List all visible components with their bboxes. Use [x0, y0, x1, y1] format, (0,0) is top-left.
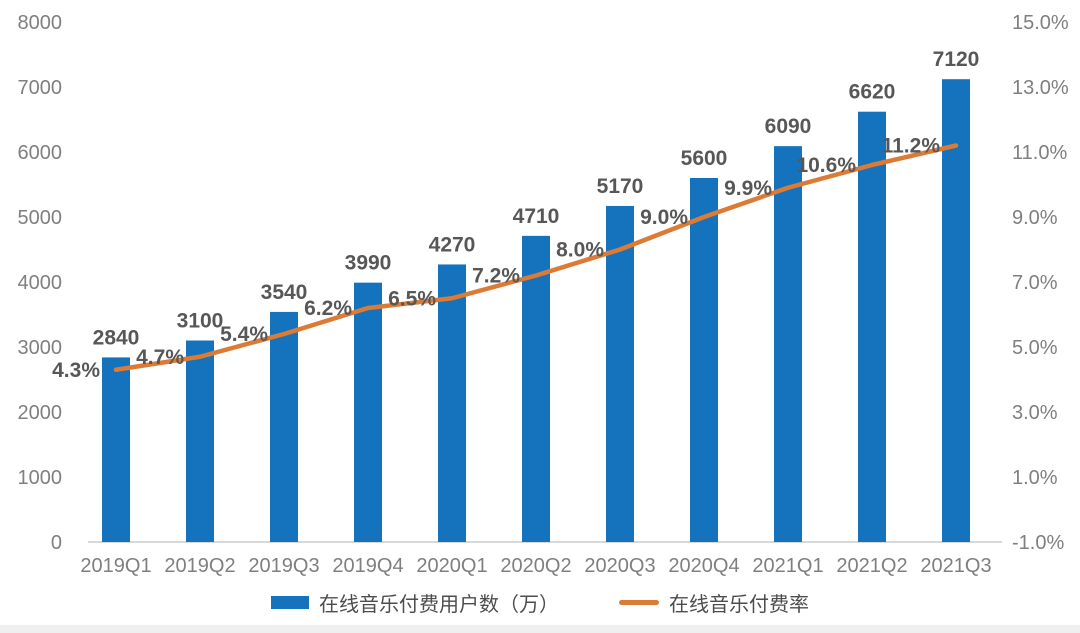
rate-value-label: 6.5% [388, 287, 436, 310]
left-axis-tick: 3000 [18, 337, 63, 359]
bar-value-label: 4270 [429, 233, 476, 256]
rate-line [113, 143, 959, 372]
bar-value-label: 3100 [177, 310, 224, 333]
legend-item-paying-users: 在线音乐付费用户数（万） [271, 588, 559, 617]
right-axis-tick: 9.0% [1012, 207, 1058, 229]
rate-value-label: 4.3% [52, 359, 100, 382]
bar-value-label: 6090 [765, 115, 812, 138]
left-axis-tick: 1000 [18, 467, 63, 489]
rate-value-label: 6.2% [304, 297, 352, 320]
left-axis-tick: 0 [51, 532, 62, 554]
x-axis-label: 2019Q3 [248, 555, 319, 577]
x-axis-label: 2020Q3 [584, 555, 655, 577]
x-axis-label: 2020Q4 [668, 555, 739, 577]
line-series-swatch [619, 600, 659, 605]
bar [102, 357, 130, 542]
left-axis-tick: 2000 [18, 402, 63, 424]
bar-value-label: 3990 [345, 252, 392, 275]
rate-value-label: 10.6% [796, 154, 856, 177]
bar [942, 79, 970, 542]
rate-value-label: 11.2% [882, 135, 941, 158]
right-axis-tick: 7.0% [1012, 272, 1058, 294]
rate-value-label: 7.2% [472, 265, 520, 288]
bar [858, 111, 886, 542]
right-axis-tick: 1.0% [1012, 467, 1058, 489]
rate-value-label: 5.4% [220, 323, 268, 346]
right-axis-tick: 11.0% [1012, 142, 1067, 164]
rate-value-label: 8.0% [556, 239, 604, 262]
bar-value-label: 7120 [933, 48, 980, 71]
rate-value-label: 9.9% [724, 177, 772, 200]
bar-value-label: 2840 [93, 326, 140, 349]
bar [354, 282, 382, 542]
legend-item-paying-rate: 在线音乐付费率 [619, 588, 809, 617]
x-axis-label: 2020Q1 [416, 555, 487, 577]
rate-value-label: 4.7% [136, 346, 184, 369]
rate-value-label: 9.0% [640, 206, 688, 229]
bottom-edge-strip [0, 625, 1080, 633]
x-axis-label: 2021Q2 [836, 555, 907, 577]
left-axis-tick: 5000 [18, 207, 63, 229]
left-axis-tick: 6000 [18, 142, 63, 164]
right-axis-tick: 5.0% [1012, 337, 1058, 359]
right-axis-tick: -1.0% [1012, 532, 1064, 554]
x-axis-label: 2021Q3 [920, 555, 991, 577]
right-axis-tick: 13.0% [1012, 77, 1069, 99]
left-axis-tick: 8000 [18, 12, 63, 34]
left-axis-tick: 4000 [18, 272, 63, 294]
bar-series-swatch [271, 596, 309, 609]
legend-label-paying-users: 在线音乐付费用户数（万） [319, 594, 559, 616]
x-axis-label: 2019Q1 [80, 555, 151, 577]
bar [438, 264, 466, 542]
x-axis-label: 2019Q4 [332, 555, 403, 577]
x-axis-label: 2019Q2 [164, 555, 235, 577]
left-axis-tick: 7000 [18, 77, 63, 99]
legend-label-paying-rate: 在线音乐付费率 [669, 594, 809, 616]
right-axis-tick: 3.0% [1012, 402, 1058, 424]
bar-value-label: 5170 [597, 175, 644, 198]
bar [774, 146, 802, 542]
bar [606, 205, 634, 542]
chart-legend: 在线音乐付费用户数（万） 在线音乐付费率 [0, 588, 1080, 617]
bar [270, 311, 298, 542]
x-axis-label: 2021Q1 [752, 555, 823, 577]
chart-svg: 8000 7000 6000 5000 4000 3000 2000 1000 0 15.0% 13… [18, 12, 1069, 577]
bar [690, 178, 718, 542]
bar [522, 235, 550, 542]
bar-value-label: 4710 [513, 205, 560, 228]
x-axis-label: 2020Q2 [500, 555, 571, 577]
bar [186, 340, 214, 542]
bar-value-label: 6620 [849, 81, 896, 104]
right-axis-tick: 15.0% [1012, 12, 1069, 34]
bar-value-label: 3540 [261, 281, 308, 304]
bar-value-label: 5600 [681, 147, 728, 170]
